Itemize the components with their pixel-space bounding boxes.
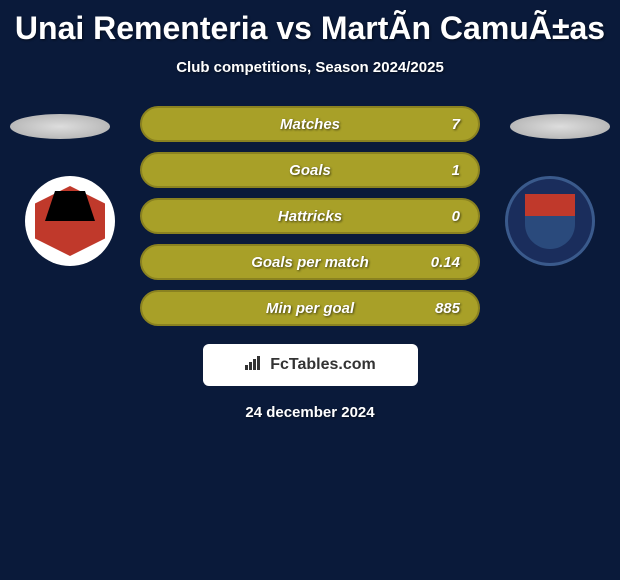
- stat-value: 7: [452, 116, 460, 133]
- source-logo[interactable]: FcTables.com: [203, 344, 418, 386]
- stat-label: Min per goal: [266, 300, 354, 317]
- stat-label: Goals: [289, 162, 331, 179]
- stat-value: 885: [435, 300, 460, 317]
- stat-label: Matches: [280, 116, 340, 133]
- stat-row-matches: Matches 7: [140, 106, 480, 142]
- stat-row-goals: Goals 1: [140, 152, 480, 188]
- chart-icon: [244, 355, 264, 376]
- player-shadow-left: [10, 114, 110, 139]
- stat-row-hattricks: Hattricks 0: [140, 198, 480, 234]
- stat-row-min-per-goal: Min per goal 885: [140, 290, 480, 326]
- stat-row-goals-per-match: Goals per match 0.14: [140, 244, 480, 280]
- club-badge-left: [25, 176, 115, 266]
- date-label: 24 december 2024: [0, 404, 620, 421]
- stats-list: Matches 7 Goals 1 Hattricks 0 Goals per …: [140, 106, 480, 326]
- main-area: Matches 7 Goals 1 Hattricks 0 Goals per …: [0, 106, 620, 421]
- stat-label: Goals per match: [251, 254, 369, 271]
- stat-value: 0: [452, 208, 460, 225]
- club-badge-right: [505, 176, 595, 266]
- logo-text: FcTables.com: [270, 356, 376, 374]
- subtitle: Club competitions, Season 2024/2025: [0, 59, 620, 76]
- comparison-card: Unai Rementeria vs MartÃn CamuÃ±as Club …: [0, 0, 620, 421]
- stat-value: 1: [452, 162, 460, 179]
- player-shadow-right: [510, 114, 610, 139]
- stat-value: 0.14: [431, 254, 460, 271]
- page-title: Unai Rementeria vs MartÃn CamuÃ±as: [0, 0, 620, 47]
- stat-label: Hattricks: [278, 208, 342, 225]
